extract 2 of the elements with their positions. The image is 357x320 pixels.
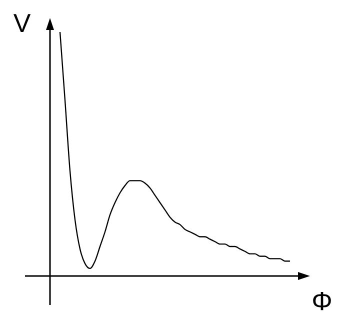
y-axis-title: V (13, 8, 32, 38)
x-axis-title: Φ (312, 286, 332, 316)
